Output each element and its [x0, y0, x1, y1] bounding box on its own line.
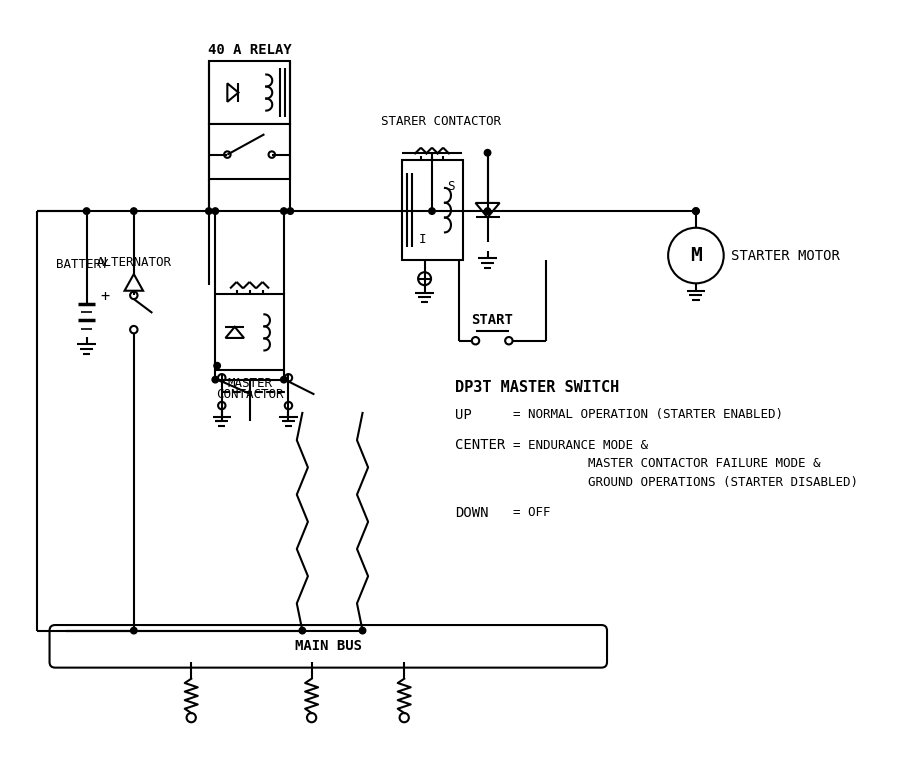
Circle shape	[131, 208, 137, 215]
Circle shape	[484, 150, 491, 156]
Text: CONTACTOR: CONTACTOR	[215, 388, 283, 401]
Text: I: I	[419, 233, 426, 246]
Text: STARTER MOTOR: STARTER MOTOR	[731, 249, 840, 263]
Text: = ENDURANCE MODE &: = ENDURANCE MODE &	[512, 439, 647, 452]
Circle shape	[484, 208, 491, 215]
Circle shape	[693, 208, 699, 215]
Circle shape	[429, 208, 436, 215]
Bar	[215, 294, 284, 370]
Text: MASTER CONTACTOR FAILURE MODE &: MASTER CONTACTOR FAILURE MODE &	[512, 457, 820, 470]
Text: 40 A RELAY: 40 A RELAY	[207, 43, 291, 57]
Circle shape	[287, 208, 294, 215]
Circle shape	[83, 208, 89, 215]
Circle shape	[280, 208, 287, 215]
Circle shape	[360, 627, 366, 634]
FancyBboxPatch shape	[49, 625, 607, 667]
Bar	[209, 124, 290, 179]
Circle shape	[214, 363, 220, 369]
Circle shape	[131, 627, 137, 634]
Text: +: +	[100, 289, 110, 304]
Text: GROUND OPERATIONS (STARTER DISABLED): GROUND OPERATIONS (STARTER DISABLED)	[512, 476, 857, 489]
Text: CENTER: CENTER	[456, 439, 506, 453]
Text: = NORMAL OPERATION (STARTER ENABLED): = NORMAL OPERATION (STARTER ENABLED)	[512, 408, 782, 422]
Text: DOWN: DOWN	[456, 506, 488, 520]
Text: ALTERNATOR: ALTERNATOR	[96, 257, 172, 270]
Text: DP3T MASTER SWITCH: DP3T MASTER SWITCH	[456, 380, 619, 394]
Text: START: START	[471, 313, 513, 327]
Text: S: S	[446, 180, 455, 192]
Text: BATTERY: BATTERY	[56, 258, 109, 271]
Circle shape	[693, 208, 699, 215]
Text: = OFF: = OFF	[512, 507, 550, 519]
Circle shape	[212, 377, 218, 383]
Text: M: M	[690, 246, 702, 265]
Bar	[403, 160, 463, 260]
Circle shape	[299, 627, 306, 634]
Text: STARER CONTACTOR: STARER CONTACTOR	[382, 115, 501, 128]
Text: UP: UP	[456, 408, 472, 422]
Text: MASTER: MASTER	[227, 377, 272, 390]
Circle shape	[280, 377, 287, 383]
Text: MAIN BUS: MAIN BUS	[295, 639, 362, 653]
Circle shape	[212, 208, 218, 215]
Bar	[209, 61, 290, 124]
Circle shape	[205, 208, 212, 215]
